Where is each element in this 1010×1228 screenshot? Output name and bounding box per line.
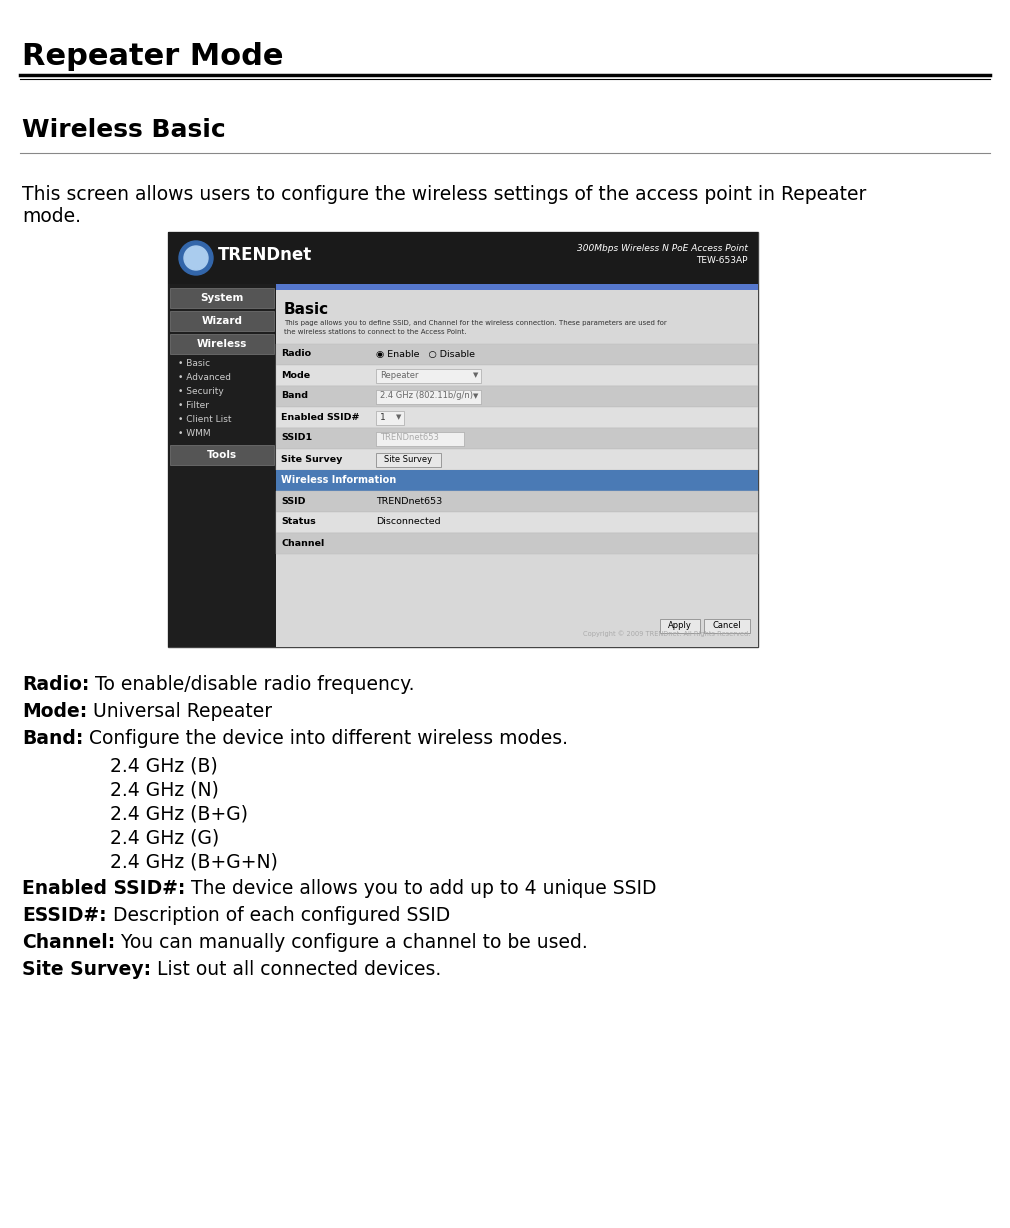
- Text: Cancel: Cancel: [713, 621, 741, 630]
- Text: Wireless: Wireless: [197, 339, 247, 349]
- Text: Basic: Basic: [284, 302, 329, 317]
- Text: TRENDnet: TRENDnet: [218, 246, 312, 264]
- FancyBboxPatch shape: [170, 445, 274, 465]
- Text: Radio:: Radio:: [22, 675, 89, 694]
- Text: • Security: • Security: [178, 387, 224, 395]
- Text: 2.4 GHz (B): 2.4 GHz (B): [110, 756, 218, 775]
- Text: • Basic: • Basic: [178, 359, 210, 368]
- Circle shape: [179, 241, 213, 275]
- FancyBboxPatch shape: [276, 365, 758, 386]
- FancyBboxPatch shape: [376, 453, 441, 467]
- Text: Channel:: Channel:: [22, 933, 115, 952]
- Text: List out all connected devices.: List out all connected devices.: [152, 960, 441, 979]
- FancyBboxPatch shape: [376, 432, 464, 446]
- Text: ◉ Enable   ○ Disable: ◉ Enable ○ Disable: [376, 350, 475, 359]
- FancyBboxPatch shape: [376, 411, 404, 425]
- Text: Configure the device into different wireless modes.: Configure the device into different wire…: [84, 729, 569, 748]
- FancyBboxPatch shape: [276, 512, 758, 533]
- FancyBboxPatch shape: [170, 311, 274, 332]
- Text: Enabled SSID#: Enabled SSID#: [281, 413, 360, 421]
- Text: Description of each configured SSID: Description of each configured SSID: [107, 906, 449, 925]
- Text: • Filter: • Filter: [178, 402, 209, 410]
- FancyBboxPatch shape: [660, 619, 700, 632]
- FancyBboxPatch shape: [376, 368, 481, 383]
- FancyBboxPatch shape: [276, 429, 758, 449]
- Text: Status: Status: [281, 517, 316, 527]
- Text: ESSID#:: ESSID#:: [22, 906, 107, 925]
- FancyBboxPatch shape: [276, 491, 758, 512]
- Text: 2.4 GHz (802.11b/g/n): 2.4 GHz (802.11b/g/n): [380, 392, 473, 400]
- FancyBboxPatch shape: [276, 284, 758, 647]
- FancyBboxPatch shape: [704, 619, 750, 632]
- Text: 1: 1: [380, 413, 386, 421]
- Text: To enable/disable radio frequency.: To enable/disable radio frequency.: [89, 675, 415, 694]
- Text: ▼: ▼: [396, 414, 401, 420]
- FancyBboxPatch shape: [276, 470, 758, 491]
- Text: the wireless stations to connect to the Access Point.: the wireless stations to connect to the …: [284, 329, 467, 335]
- Text: This screen allows users to configure the wireless settings of the access point : This screen allows users to configure th…: [22, 185, 867, 204]
- Text: Repeater Mode: Repeater Mode: [22, 42, 284, 71]
- FancyBboxPatch shape: [168, 232, 757, 647]
- FancyBboxPatch shape: [168, 232, 757, 284]
- Text: Wizard: Wizard: [202, 316, 242, 325]
- Text: The device allows you to add up to 4 unique SSID: The device allows you to add up to 4 uni…: [186, 879, 656, 898]
- Text: Apply: Apply: [668, 621, 692, 630]
- Text: 2.4 GHz (G): 2.4 GHz (G): [110, 828, 219, 847]
- Text: Universal Repeater: Universal Repeater: [87, 702, 273, 721]
- FancyBboxPatch shape: [276, 386, 758, 406]
- Text: System: System: [200, 293, 243, 303]
- Text: Disconnected: Disconnected: [376, 517, 440, 527]
- Text: TRENDnet653: TRENDnet653: [380, 433, 439, 442]
- Text: SSID1: SSID1: [281, 433, 312, 442]
- Text: 2.4 GHz (B+G+N): 2.4 GHz (B+G+N): [110, 852, 278, 871]
- Text: Enabled SSID#:: Enabled SSID#:: [22, 879, 186, 898]
- Text: 2.4 GHz (N): 2.4 GHz (N): [110, 780, 219, 799]
- Text: Wireless Basic: Wireless Basic: [22, 118, 226, 142]
- Text: TEW-653AP: TEW-653AP: [697, 255, 748, 265]
- Text: 300Mbps Wireless N PoE Access Point: 300Mbps Wireless N PoE Access Point: [577, 244, 748, 253]
- Text: Site Survey: Site Survey: [281, 454, 342, 463]
- Text: Band:: Band:: [22, 729, 84, 748]
- FancyBboxPatch shape: [376, 391, 481, 404]
- Text: SSID: SSID: [281, 496, 305, 506]
- Text: ▼: ▼: [473, 393, 479, 399]
- Text: Copyright © 2009 TRENDnet. All Rights Reserved.: Copyright © 2009 TRENDnet. All Rights Re…: [583, 630, 750, 637]
- Text: Mode: Mode: [281, 371, 310, 379]
- Circle shape: [184, 246, 208, 270]
- Text: • WMM: • WMM: [178, 429, 211, 438]
- Text: Channel: Channel: [281, 539, 324, 548]
- FancyBboxPatch shape: [168, 284, 276, 647]
- Text: mode.: mode.: [22, 208, 81, 226]
- Text: Mode:: Mode:: [22, 702, 87, 721]
- Text: This page allows you to define SSID, and Channel for the wireless connection. Th: This page allows you to define SSID, and…: [284, 321, 667, 325]
- Text: Site Survey:: Site Survey:: [22, 960, 152, 979]
- FancyBboxPatch shape: [276, 284, 758, 290]
- Text: Site Survey: Site Survey: [384, 454, 432, 463]
- FancyBboxPatch shape: [170, 289, 274, 308]
- FancyBboxPatch shape: [170, 334, 274, 354]
- Text: TRENDnet653: TRENDnet653: [376, 496, 442, 506]
- Text: • Client List: • Client List: [178, 415, 231, 424]
- Text: Band: Band: [281, 392, 308, 400]
- Text: Tools: Tools: [207, 449, 237, 460]
- Text: • Advanced: • Advanced: [178, 373, 231, 382]
- FancyBboxPatch shape: [276, 344, 758, 365]
- Text: 2.4 GHz (B+G): 2.4 GHz (B+G): [110, 804, 248, 823]
- FancyBboxPatch shape: [276, 406, 758, 429]
- FancyBboxPatch shape: [276, 533, 758, 554]
- FancyBboxPatch shape: [276, 449, 758, 470]
- Text: You can manually configure a channel to be used.: You can manually configure a channel to …: [115, 933, 588, 952]
- Text: Radio: Radio: [281, 350, 311, 359]
- Text: ▼: ▼: [473, 372, 479, 378]
- Text: Wireless Information: Wireless Information: [281, 475, 396, 485]
- Text: Repeater: Repeater: [380, 371, 418, 379]
